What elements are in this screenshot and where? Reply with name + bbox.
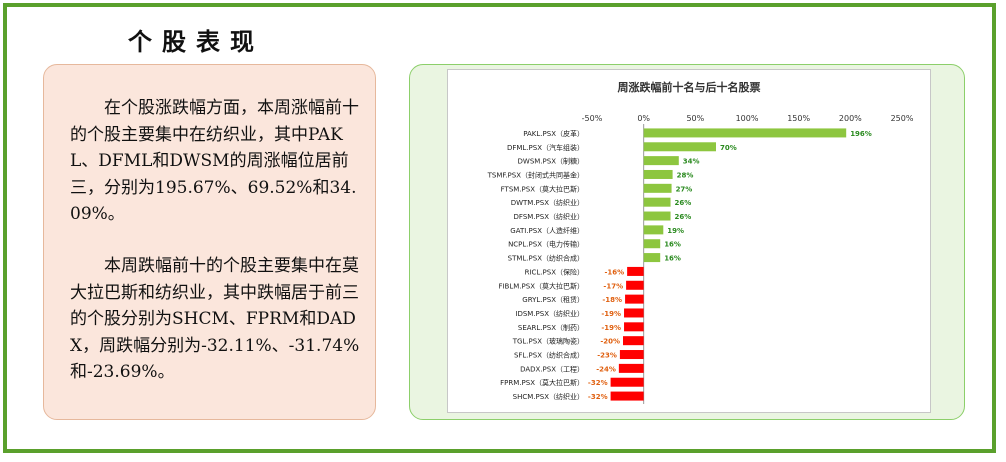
category-label: SEARL.PSX（制药）: [518, 323, 584, 332]
category-label: FIBLM.PSX（莫大拉巴斯）: [498, 281, 584, 290]
bar: [624, 322, 644, 332]
category-label: GATI.PSX（人造纤维）: [510, 226, 584, 235]
data-label: -16%: [604, 268, 624, 276]
category-label: GRYL.PSX（租赁）: [522, 295, 584, 304]
data-label: 196%: [850, 130, 872, 138]
data-label: -20%: [600, 338, 620, 346]
x-tick-label: 50%: [686, 114, 704, 123]
x-tick-label: 200%: [839, 114, 862, 123]
bar: [643, 169, 673, 179]
data-label: 70%: [720, 144, 737, 152]
bar: [624, 308, 644, 318]
bar: [643, 142, 716, 152]
data-label: -32%: [588, 393, 608, 401]
category-label: FPRM.PSX（莫大拉巴斯）: [500, 378, 584, 387]
data-label: 26%: [675, 199, 692, 207]
data-label: -18%: [602, 296, 622, 304]
bar: [625, 294, 644, 304]
summary-text-box: 在个股涨跌幅方面，本周涨幅前十的个股主要集中在纺织业，其中PAKL、DFML和D…: [43, 64, 376, 420]
rise-summary-paragraph: 在个股涨跌幅方面，本周涨幅前十的个股主要集中在纺织业，其中PAKL、DFML和D…: [70, 98, 359, 224]
data-label: -19%: [601, 310, 621, 318]
data-label: 28%: [677, 171, 694, 179]
data-label: -19%: [601, 324, 621, 332]
category-label: DWTM.PSX（纺织业）: [511, 198, 584, 207]
category-label: DADX.PSX（工程）: [520, 364, 584, 373]
category-label: FTSM.PSX（莫大拉巴斯）: [501, 184, 584, 193]
bar: [643, 197, 671, 207]
bar: [643, 128, 847, 138]
bar: [643, 225, 664, 235]
category-label: STML.PSX（纺织合成）: [508, 254, 584, 263]
fall-summary-paragraph: 本周跌幅前十的个股主要集中在莫大拉巴斯和纺织业，其中跌幅居于前三的个股分别为SH…: [70, 256, 360, 382]
bar: [643, 239, 661, 249]
data-label: 34%: [683, 158, 700, 166]
data-label: 16%: [664, 241, 681, 249]
data-label: -24%: [596, 365, 616, 373]
category-label: TSMF.PSX（封闭式共同基金）: [487, 170, 584, 179]
data-label: 27%: [676, 185, 693, 193]
bar: [643, 211, 671, 221]
chart-title: 周涨跌幅前十名与后十名股票: [617, 81, 761, 94]
bar: [618, 363, 644, 373]
x-tick-label: 250%: [891, 114, 914, 123]
bar: [643, 183, 672, 193]
bar: [619, 350, 644, 360]
bar: [610, 391, 644, 401]
category-label: DFML.PSX（汽车组装）: [507, 143, 584, 152]
x-tick-label: -50%: [582, 114, 603, 123]
bar: [610, 377, 644, 387]
category-label: PAKL.PSX（皮革）: [523, 129, 584, 138]
category-label: SFL.PSX（纺织合成）: [514, 351, 584, 360]
category-label: NCPL.PSX（电力传输）: [508, 240, 584, 249]
bar: [643, 253, 661, 263]
category-label: SHCM.PSX（纺织业）: [513, 392, 584, 401]
bar-chart: -50% 0% 50% 100% 150% 200% 250% PAKL.PSX（皮革） 196…: [487, 114, 914, 404]
category-label: IDSM.PSX（纺织业）: [515, 309, 584, 318]
data-label: 26%: [675, 213, 692, 221]
category-label: DFSM.PSX（纺织业）: [514, 212, 584, 221]
bar: [626, 280, 644, 290]
bar: [627, 266, 644, 276]
category-label: DWSM.PSX（制糖）: [518, 157, 584, 166]
bar: [623, 336, 644, 346]
data-label: -32%: [588, 379, 608, 387]
bar: [643, 156, 679, 166]
category-label: TGL.PSX（玻璃陶瓷）: [512, 337, 584, 346]
x-tick-label: 0%: [637, 114, 650, 123]
page-title: 个股表现: [128, 27, 264, 56]
x-tick-label: 150%: [787, 114, 810, 123]
data-label: 19%: [667, 227, 684, 235]
page-frame: [3, 3, 996, 453]
data-label: 16%: [664, 255, 681, 263]
data-label: -17%: [603, 282, 623, 290]
data-label: -23%: [597, 352, 617, 360]
x-tick-label: 100%: [736, 114, 759, 123]
category-label: RICL.PSX（保险）: [525, 267, 584, 276]
chart-area: [447, 69, 931, 413]
